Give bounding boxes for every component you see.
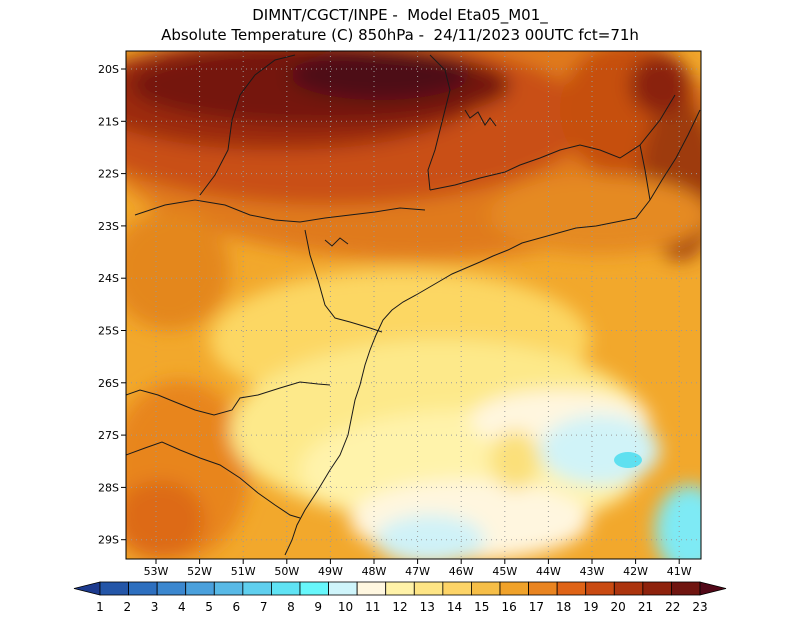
- lon-label: 45W: [492, 565, 517, 578]
- longitude-axis-labels: 53W 52W 51W 50W 49W 48W 47W 46W 45W 44W 43W 42W 41W: [144, 559, 692, 578]
- colorbar-label: 19: [583, 600, 598, 614]
- lon-label: 49W: [318, 565, 343, 578]
- colorbar-label: 21: [638, 600, 653, 614]
- lat-label: 25S: [98, 325, 119, 338]
- colorbar-min-arrow: [73, 581, 101, 596]
- lat-label: 28S: [98, 481, 119, 494]
- colorbar-label: 13: [420, 600, 435, 614]
- colorbar-label: 3: [151, 600, 159, 614]
- colorbar-swatch: [671, 581, 701, 596]
- colorbar-label: 9: [314, 600, 322, 614]
- temperature-field: [126, 51, 701, 559]
- colorbar-label: 23: [692, 600, 707, 614]
- colorbar-label: 20: [611, 600, 626, 614]
- lon-label: 42W: [623, 565, 648, 578]
- colorbar-label: 12: [392, 600, 407, 614]
- colorbar-label: 8: [287, 600, 295, 614]
- colorbar-label: 18: [556, 600, 571, 614]
- colorbar-swatch: [556, 581, 587, 596]
- lon-label: 47W: [405, 565, 430, 578]
- chart-title-line-2: Absolute Temperature (C) 850hPa - 24/11/…: [161, 26, 639, 44]
- colorbar-label: 1: [96, 600, 104, 614]
- colorbar-label: 11: [365, 600, 380, 614]
- lon-label: 44W: [536, 565, 561, 578]
- lat-label: 26S: [98, 377, 119, 390]
- colorbar-swatch: [271, 581, 301, 596]
- chart-title-line-1: DIMNT/CGCT/INPE - Model Eta05_M01_: [252, 6, 548, 24]
- colorbar-swatch: [413, 581, 444, 596]
- colorbar-swatch: [642, 581, 672, 596]
- colorbar-swatch: [213, 581, 244, 596]
- colorbar-swatch: [156, 581, 187, 596]
- colorbar-label: 17: [529, 600, 544, 614]
- colorbar-swatch: [585, 581, 615, 596]
- lon-label: 51W: [231, 565, 256, 578]
- colorbar-label: 16: [501, 600, 516, 614]
- colorbar-max-arrow: [699, 581, 727, 596]
- colorbar-label: 15: [474, 600, 489, 614]
- colorbar-swatch: [528, 581, 558, 596]
- colorbar-swatch: [471, 581, 501, 596]
- lat-label: 21S: [98, 115, 119, 128]
- colorbar-swatch: [242, 581, 272, 596]
- lat-label: 22S: [98, 168, 119, 181]
- lat-label: 27S: [98, 429, 119, 442]
- colorbar-swatch: [442, 581, 472, 596]
- colorbar-label: 22: [665, 600, 680, 614]
- colorbar-swatch: [185, 581, 215, 596]
- lon-label: 50W: [274, 565, 299, 578]
- lat-label: 24S: [98, 272, 119, 285]
- colorbar-swatch: [499, 581, 529, 596]
- lat-label: 20S: [98, 63, 119, 76]
- colorbar-label: 6: [233, 600, 241, 614]
- colorbar-label: 2: [123, 600, 131, 614]
- colorbar-swatch: [128, 581, 158, 596]
- colorbar-swatch: [99, 581, 129, 596]
- lon-label: 43W: [580, 565, 605, 578]
- colorbar: 1 2 3 4 5 6 7 8 9 10 11 12 13 14 15 16 17 18 19 20 21 22 23: [73, 581, 727, 614]
- lon-label: 46W: [449, 565, 474, 578]
- lat-label: 29S: [98, 534, 119, 547]
- colorbar-label: 14: [447, 600, 462, 614]
- colorbar-label: 7: [260, 600, 268, 614]
- lon-label: 48W: [362, 565, 387, 578]
- lon-label: 41W: [667, 565, 692, 578]
- lat-label: 23S: [98, 220, 119, 233]
- colorbar-label: 5: [205, 600, 213, 614]
- lon-label: 52W: [187, 565, 212, 578]
- colorbar-swatch: [385, 581, 415, 596]
- lon-label: 53W: [144, 565, 169, 578]
- graticule-grid: [126, 51, 701, 559]
- colorbar-label: 4: [178, 600, 186, 614]
- latitude-axis-labels: 20S 21S 22S 23S 24S 25S 26S 27S 28S 29S: [98, 63, 126, 547]
- plot-frame: [125, 50, 702, 560]
- colorbar-swatch: [299, 581, 329, 596]
- colorbar-swatch: [356, 581, 387, 596]
- coastline-and-borders: [126, 54, 701, 556]
- colorbar-swatch: [328, 581, 358, 596]
- colorbar-swatch: [613, 581, 644, 596]
- colorbar-label: 10: [338, 600, 353, 614]
